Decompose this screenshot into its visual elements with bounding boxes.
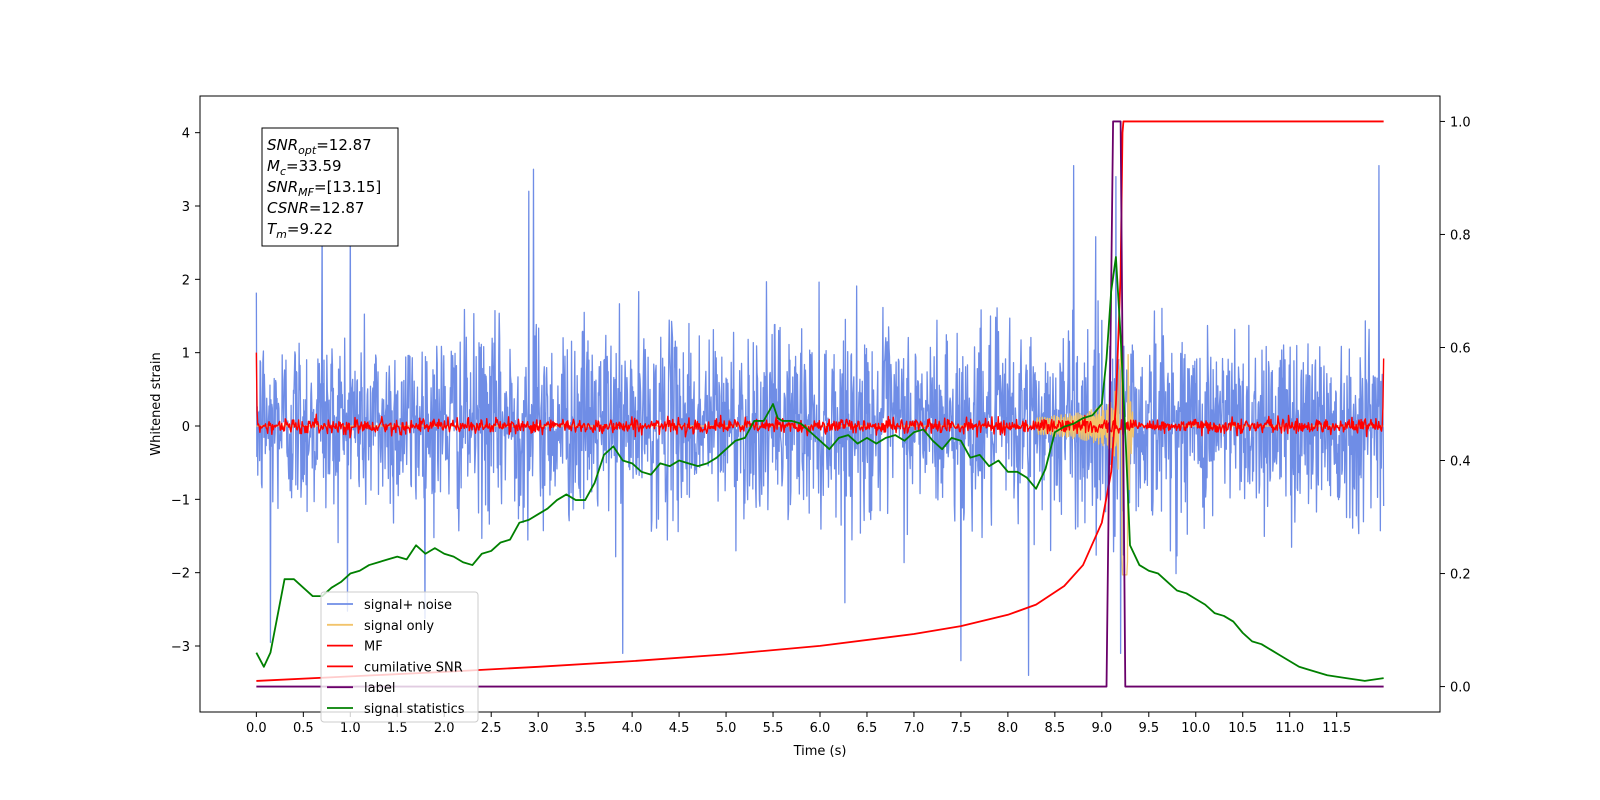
x-tick-label: 11.5: [1322, 721, 1351, 736]
x-tick-label: 2.0: [434, 721, 455, 736]
x-tick-label: 3.0: [528, 721, 549, 736]
x-tick-label: 5.0: [716, 721, 737, 736]
x-tick-label: 8.5: [1045, 721, 1066, 736]
series-signal-noise: [255, 165, 1385, 676]
x-tick-label: 1.5: [387, 721, 408, 736]
y-tick-label: 0: [182, 420, 190, 435]
x-tick-label: 7.5: [951, 721, 972, 736]
y2-tick-label: 0.4: [1450, 455, 1471, 470]
y2-tick-label: 0.2: [1450, 568, 1471, 583]
y-tick-label: 3: [182, 200, 190, 215]
y-tick-label: 4: [182, 127, 190, 142]
x-tick-label: 6.0: [810, 721, 831, 736]
x-tick-label: 0.0: [246, 721, 267, 736]
legend-entry: label: [364, 681, 395, 696]
legend-entry: signal only: [364, 619, 434, 634]
y2-tick-label: 1.0: [1450, 115, 1471, 130]
x-tick-label: 9.0: [1091, 721, 1112, 736]
annotation-line: Mc=33.59: [267, 157, 342, 178]
x-tick-label: 2.5: [481, 721, 502, 736]
annotation-line: Tm=9.22: [267, 220, 333, 241]
y2-tick-label: 0.6: [1450, 341, 1471, 356]
y-tick-label: −3: [171, 640, 190, 655]
legend-entry: cumilative SNR: [364, 660, 463, 675]
y-tick-label: −2: [171, 567, 190, 582]
x-tick-label: 1.0: [340, 721, 361, 736]
x-tick-label: 9.5: [1138, 721, 1159, 736]
series-cumilative-snr: [256, 120, 1384, 682]
legend-entry: signal+ noise: [364, 598, 452, 613]
legend: signal+ noise signal only MF cumilative SNR…: [320, 591, 479, 723]
x-axis-label: Time (s): [793, 744, 847, 759]
x-tick-label: 3.5: [575, 721, 596, 736]
annotation-line: SNRMF=[13.15]: [267, 178, 381, 199]
annotation-line: CSNR=12.87: [267, 199, 364, 217]
series-signal-statistics: [255, 256, 1384, 682]
series-mf: [255, 352, 1385, 439]
x-tick-label: 11.0: [1275, 721, 1304, 736]
x-tick-label: 0.5: [293, 721, 314, 736]
x-tick-label: 5.5: [763, 721, 784, 736]
legend-frame: [320, 591, 479, 723]
x-tick-label: 6.5: [857, 721, 878, 736]
x-tick-label: 8.0: [998, 721, 1019, 736]
series-label: [256, 120, 1384, 688]
y-tick-label: 1: [182, 347, 190, 362]
x-tick-label: 4.0: [622, 721, 643, 736]
y2-tick-label: 0.0: [1450, 681, 1471, 696]
y-axis-label: Whitened strain: [149, 352, 164, 455]
legend-entry: signal statistics: [364, 702, 465, 717]
annotation-frame: [261, 127, 399, 247]
y2-tick-label: 0.8: [1450, 228, 1471, 243]
x-tick-label: 10.0: [1181, 721, 1210, 736]
annotation-line: SNRopt=12.87: [267, 136, 372, 157]
annotation-box: SNRopt=12.87Mc=33.59SNRMF=[13.15]CSNR=12…: [261, 127, 399, 247]
legend-entry: MF: [364, 640, 383, 655]
x-tick-label: 4.5: [669, 721, 690, 736]
y-tick-label: −1: [171, 493, 190, 508]
y-tick-label: 2: [182, 273, 190, 288]
x-tick-label: 7.0: [904, 721, 925, 736]
x-tick-label: 10.5: [1228, 721, 1257, 736]
